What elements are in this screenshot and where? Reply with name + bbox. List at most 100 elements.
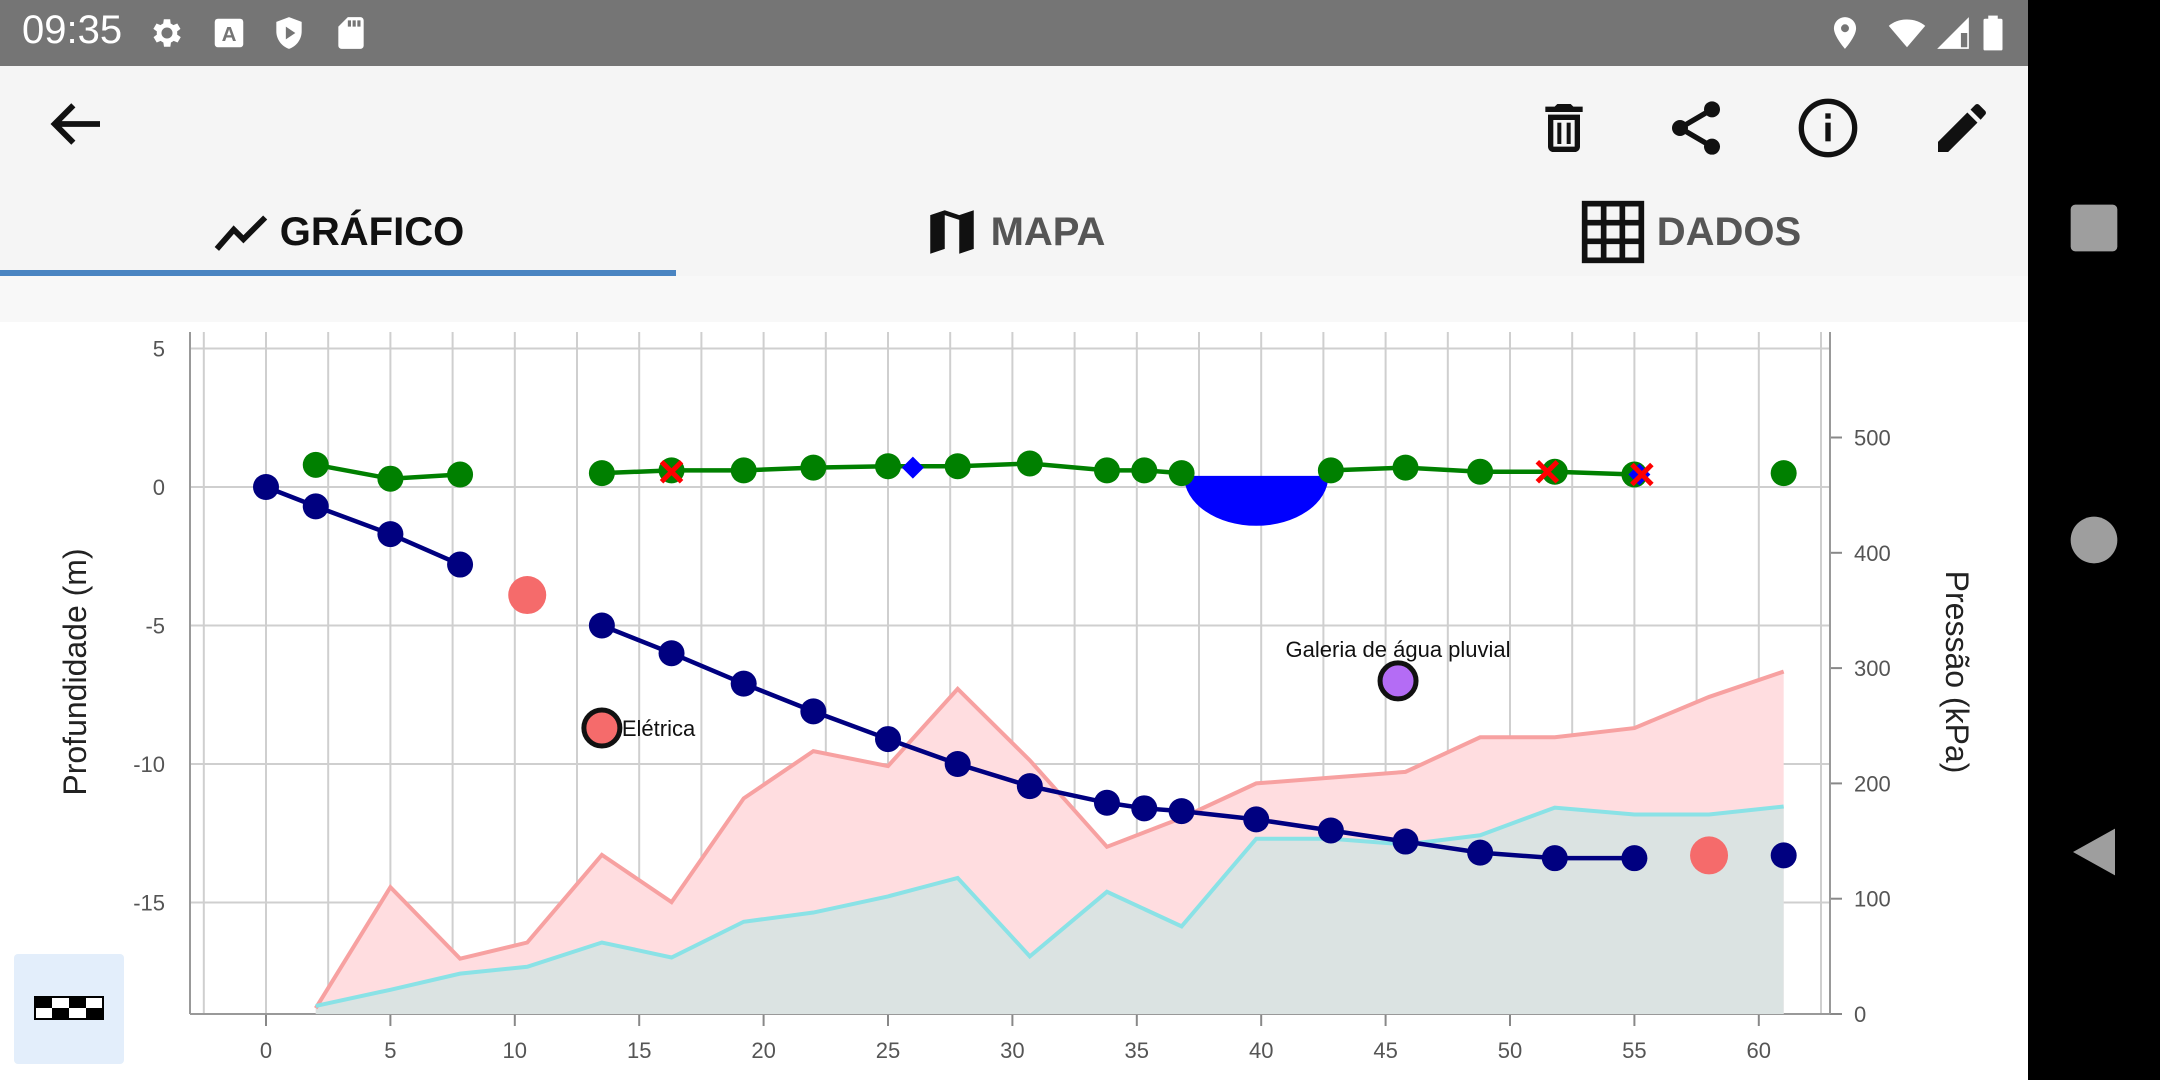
surface-point <box>1093 457 1120 484</box>
y-tick-label: -5 <box>145 614 165 639</box>
y2-tick-label: 400 <box>1854 541 1891 566</box>
depth-point <box>1467 839 1494 866</box>
cross-marker <box>1630 462 1654 487</box>
cross-marker <box>1535 459 1560 484</box>
surface-line <box>601 461 1182 476</box>
status-time: 09:35 <box>22 8 123 52</box>
tab-dados-label: DADOS <box>1656 209 1802 254</box>
x-tick-label: 5 <box>384 1038 396 1063</box>
x-tick-label: 50 <box>1498 1038 1522 1063</box>
depth-line <box>265 484 461 567</box>
tab-mapa[interactable]: MAPA <box>676 190 1352 274</box>
depth-point <box>1243 806 1270 833</box>
x-tick-label: 15 <box>627 1038 651 1063</box>
y2-tick-label: 300 <box>1854 656 1891 681</box>
shield-play-icon <box>276 17 302 49</box>
x-tick-label: 0 <box>260 1038 272 1063</box>
svg-text:A: A <box>222 23 237 46</box>
depth-point <box>588 612 615 639</box>
depth-point <box>1317 817 1344 844</box>
surface-point <box>1392 454 1419 481</box>
depth-point <box>1016 773 1043 800</box>
gear-icon <box>153 19 181 47</box>
depth-point <box>1770 842 1797 869</box>
depth-line <box>601 623 1635 861</box>
surface-point <box>302 451 329 478</box>
y-tick-label: -15 <box>133 891 165 916</box>
surface-point <box>1541 458 1568 485</box>
depth-point <box>658 640 685 667</box>
x-tick-label: 20 <box>751 1038 775 1063</box>
profile-chart[interactable]: 0 5 10 15 20 25 30 35 40 45 50 55 6050-5-10-15500400… <box>0 322 2028 1080</box>
location-icon <box>1833 17 1857 49</box>
home-circle-icon[interactable] <box>2066 512 2122 568</box>
depth-point <box>253 474 279 500</box>
wifi-icon <box>1888 19 1926 48</box>
depth-point <box>1392 828 1419 855</box>
x-tick-label: 35 <box>1125 1038 1149 1063</box>
surface-point <box>1168 460 1195 487</box>
share-icon[interactable] <box>1664 96 1728 160</box>
surface-point <box>1317 457 1344 484</box>
y2-tick-label: 500 <box>1854 426 1891 451</box>
cross-marker <box>659 459 684 484</box>
system-nav-bar <box>2028 0 2160 1080</box>
sd-card-icon <box>338 17 364 49</box>
info-icon[interactable] <box>1796 96 1860 160</box>
depth-point <box>302 493 329 520</box>
annotation-label-eletrica: Elétrica <box>622 716 696 741</box>
water-level-marker <box>1184 475 1329 526</box>
diamond-marker <box>901 456 924 479</box>
font-a-icon: A <box>214 18 244 48</box>
depth-point <box>447 551 474 578</box>
grid-table-icon <box>1581 200 1644 264</box>
x-tick-label: 45 <box>1373 1038 1397 1063</box>
signal-icon <box>1937 17 1969 49</box>
utility-marker-outlined <box>1377 660 1419 702</box>
depth-point <box>944 751 971 777</box>
y2-tick-label: 100 <box>1854 887 1891 912</box>
arrow-left-icon[interactable] <box>44 92 108 156</box>
trash-icon[interactable] <box>1532 96 1596 160</box>
map-icon <box>929 210 974 254</box>
surface-point <box>1131 457 1158 484</box>
status-bar: 09:35 A <box>0 0 2028 66</box>
back-triangle-icon[interactable] <box>2066 824 2122 880</box>
surface-point <box>588 460 615 487</box>
surface-point <box>1467 458 1494 485</box>
depth-point <box>875 726 901 753</box>
y-tick-label: -10 <box>133 752 165 777</box>
x-tick-label: 25 <box>876 1038 900 1063</box>
surface-point <box>1770 460 1797 487</box>
surface-point <box>944 453 971 480</box>
chart-panel[interactable]: 0 5 10 15 20 25 30 35 40 45 50 55 60 5 0 -5 -10 -15 500 400… <box>0 322 2028 1080</box>
x-tick-label: 30 <box>1000 1038 1024 1063</box>
tab-grafico[interactable]: GRÁFICO <box>0 190 676 274</box>
x-tick-label: 10 <box>503 1038 527 1063</box>
surface-point <box>730 457 757 484</box>
utility-marker <box>1690 836 1729 875</box>
annotation-label-galeria: Galeria de água pluvial <box>1286 637 1511 662</box>
recents-square-icon[interactable] <box>2066 200 2122 256</box>
x-tick-label: 55 <box>1622 1038 1646 1063</box>
tab-indicator <box>0 270 676 276</box>
tab-mapa-label: MAPA <box>990 209 1106 254</box>
surface-point <box>447 461 474 488</box>
y2-axis-label: Pressão (kPa) <box>1939 571 1975 774</box>
y-tick-label: 0 <box>153 475 165 500</box>
depth-point <box>1168 798 1195 825</box>
tab-dados[interactable]: DADOS <box>1352 190 2028 274</box>
pressure-area-1 <box>315 806 1784 1014</box>
depth-point <box>1621 845 1648 872</box>
x-tick-label: 60 <box>1747 1038 1771 1063</box>
surface-point <box>377 465 404 492</box>
utility-marker-outlined <box>581 707 623 749</box>
utility-marker <box>508 576 547 615</box>
edit-pencil-icon[interactable] <box>1930 96 1994 160</box>
depth-point <box>730 670 757 697</box>
legend-toggle-button[interactable] <box>14 954 124 1064</box>
pressure-line-0 <box>314 669 1785 1010</box>
surface-point <box>800 454 827 481</box>
y-tick-label: 5 <box>153 337 165 362</box>
y2-tick-label: 0 <box>1854 1002 1866 1027</box>
